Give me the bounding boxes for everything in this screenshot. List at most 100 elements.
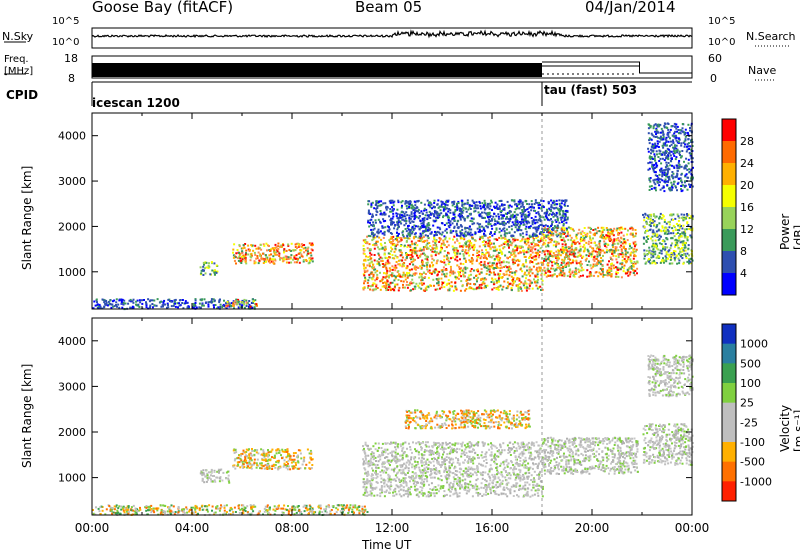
echo-cell	[434, 250, 436, 253]
echo-cell	[508, 251, 511, 254]
echo-cell	[689, 127, 691, 129]
echo-cell	[130, 306, 133, 309]
echo-cell	[420, 287, 423, 290]
echo-cell	[510, 244, 513, 247]
echo-cell	[301, 255, 304, 258]
echo-cell	[430, 272, 433, 275]
echo-cell	[362, 239, 365, 242]
echo-cell	[253, 306, 256, 309]
echo-cell	[494, 223, 497, 226]
echo-cell	[409, 200, 412, 203]
echo-cell	[521, 270, 524, 273]
echo-cell	[430, 284, 433, 287]
echo-cell	[241, 257, 244, 260]
echo-cell	[518, 201, 521, 204]
echo-cell	[411, 255, 414, 258]
echo-cell	[371, 266, 373, 268]
echo-cell	[370, 202, 373, 205]
echo-cell	[668, 131, 671, 134]
echo-cell	[456, 208, 459, 211]
echo-cell	[232, 304, 235, 307]
echo-cell	[655, 130, 658, 133]
echo-cell	[248, 303, 251, 306]
echo-cell	[667, 162, 670, 164]
echo-cell	[194, 302, 197, 304]
echo-cell	[667, 154, 670, 157]
echo-cell	[664, 227, 667, 230]
echo-cell	[517, 252, 520, 255]
echo-cell	[408, 231, 411, 234]
echo-cell	[398, 263, 401, 266]
echo-cell	[294, 243, 297, 246]
echo-cell	[682, 231, 685, 234]
echo-cell	[653, 244, 656, 247]
echo-cell	[501, 276, 504, 278]
echo-cell	[401, 200, 404, 203]
echo-cell	[556, 224, 559, 227]
echo-cell	[167, 304, 169, 306]
echo-cell	[564, 243, 567, 246]
echo-cell	[486, 226, 489, 229]
echo-cell	[418, 215, 421, 217]
echo-cell	[396, 231, 398, 234]
echo-cell	[401, 259, 404, 262]
echo-cell	[403, 273, 406, 276]
echo-cell	[397, 270, 400, 273]
echo-cell	[390, 241, 393, 243]
echo-cell	[653, 214, 655, 217]
echo-cell	[548, 219, 551, 222]
echo-cell	[241, 255, 243, 258]
echo-cell	[502, 247, 505, 250]
echo-cell	[648, 189, 651, 191]
echo-cell	[516, 229, 519, 232]
echo-cell	[427, 270, 430, 273]
echo-cell	[447, 289, 449, 292]
echo-cell	[570, 244, 573, 246]
echo-cell	[617, 253, 620, 256]
echo-cell	[648, 213, 651, 216]
echo-cell	[657, 131, 660, 134]
echo-cell	[479, 207, 482, 210]
echo-cell	[528, 257, 531, 259]
echo-cell	[512, 238, 515, 241]
echo-cell	[515, 238, 518, 241]
echo-cell	[633, 274, 636, 277]
echo-cell	[470, 217, 473, 220]
echo-cell	[459, 217, 462, 220]
echo-cell	[534, 233, 537, 236]
echo-cell	[555, 199, 558, 202]
echo-cell	[575, 237, 578, 240]
echo-cell	[274, 243, 277, 246]
echo-cell	[411, 225, 414, 228]
echo-cell	[456, 259, 459, 262]
echo-cell	[580, 269, 583, 272]
echo-cell	[456, 223, 459, 226]
echo-cell	[575, 235, 578, 238]
echo-cell	[691, 215, 694, 218]
echo-cell	[508, 231, 511, 234]
echo-cell	[447, 257, 450, 260]
echo-cell	[219, 303, 222, 306]
echo-cell	[613, 242, 616, 245]
echo-cell	[665, 256, 668, 259]
echo-cell	[416, 250, 418, 253]
echo-cell	[373, 224, 375, 227]
echo-cell	[398, 225, 400, 228]
echo-cell	[579, 231, 582, 234]
echo-cell	[436, 226, 439, 229]
echo-cell	[503, 208, 506, 211]
echo-cell	[424, 276, 427, 279]
echo-cell	[587, 254, 590, 257]
echo-cell	[515, 213, 518, 216]
echo-cell	[680, 185, 683, 187]
echo-cell	[592, 258, 595, 261]
echo-cell	[665, 155, 668, 158]
echo-cell	[159, 300, 162, 303]
echo-cell	[509, 271, 511, 274]
echo-cell	[194, 304, 197, 307]
echo-cell	[629, 227, 632, 230]
echo-cell	[487, 251, 490, 254]
echo-cell	[553, 200, 556, 203]
echo-cell	[117, 303, 120, 306]
echo-cell	[535, 243, 538, 246]
